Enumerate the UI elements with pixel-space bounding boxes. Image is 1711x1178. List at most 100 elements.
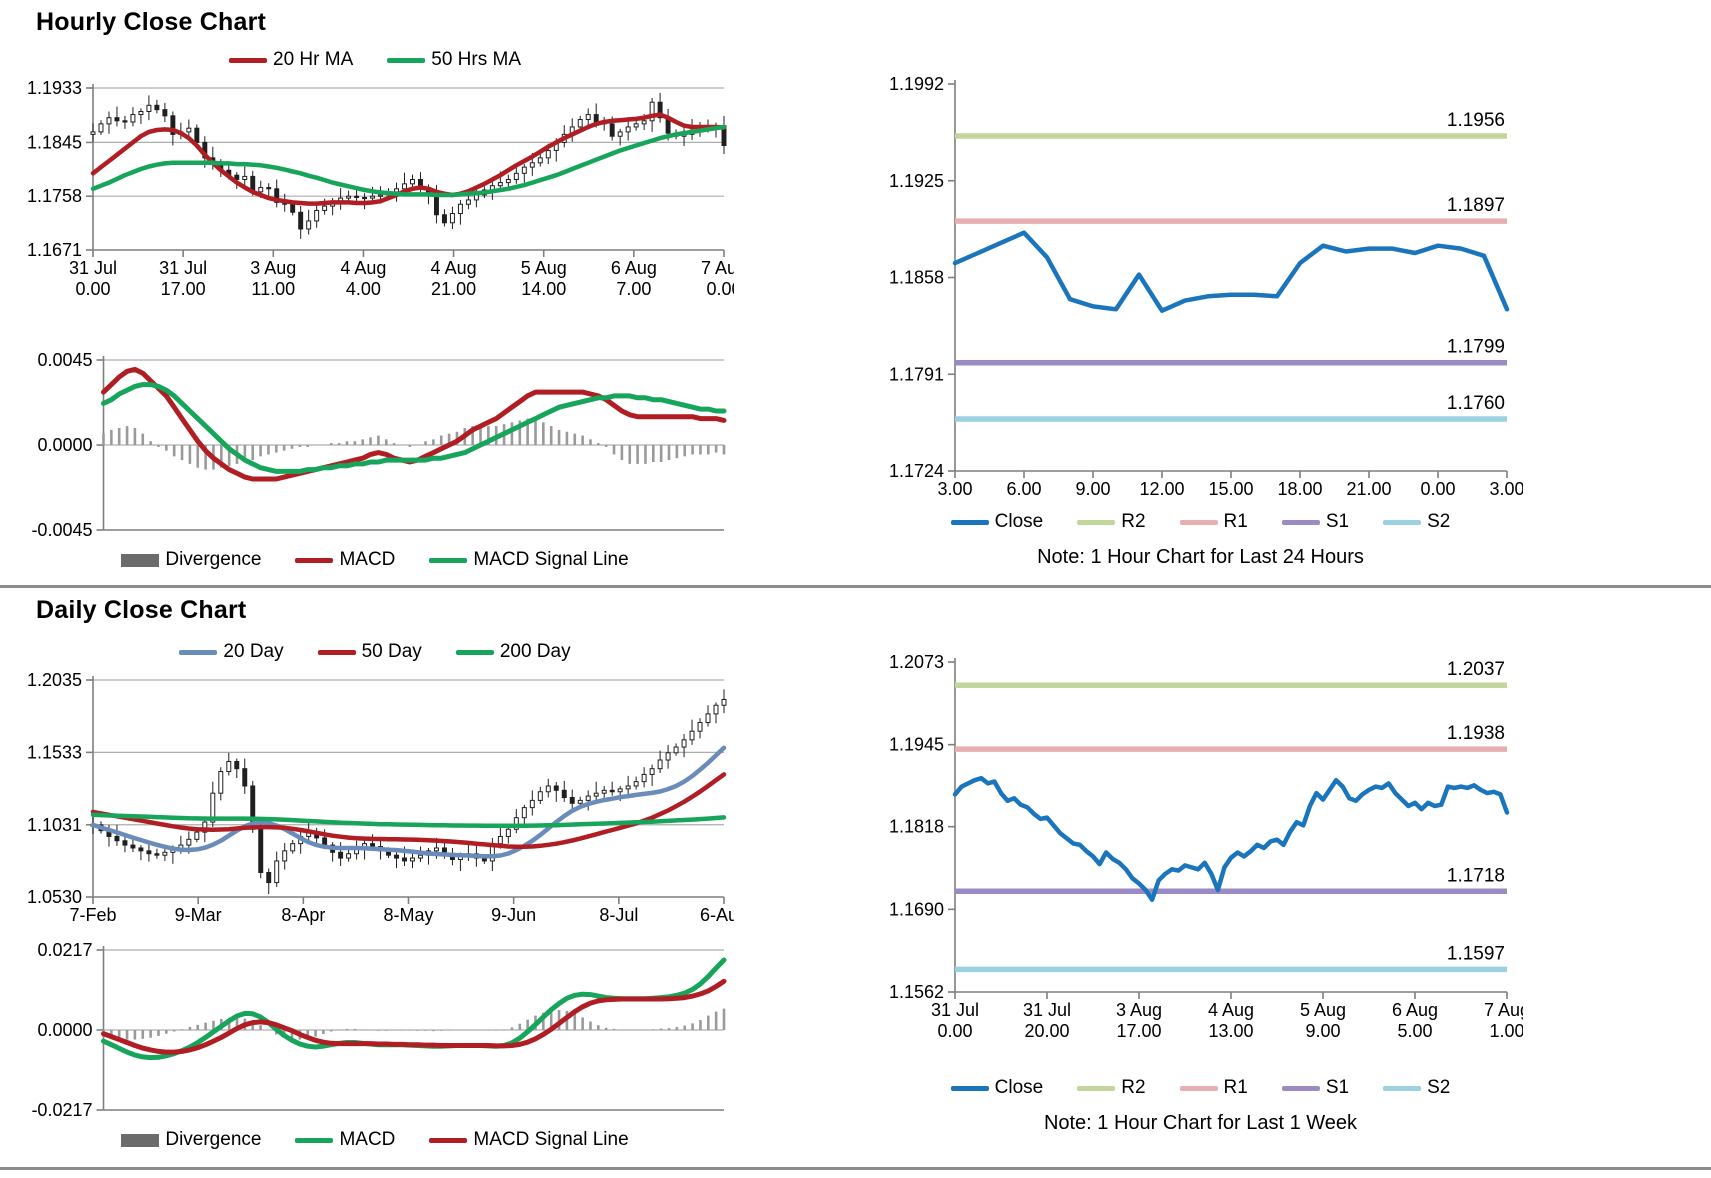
svg-text:31 Jul: 31 Jul (1023, 1000, 1071, 1020)
legend-item-s1: S1 (1281, 511, 1349, 533)
legend-label: MACD Signal Line (473, 1129, 629, 1150)
legend-swatch (295, 557, 334, 563)
legend-label: MACD (339, 1129, 396, 1150)
svg-text:31 Jul: 31 Jul (931, 1000, 979, 1020)
svg-text:9-Mar: 9-Mar (175, 905, 222, 925)
legend-item-s2: S2 (1383, 511, 1450, 533)
legend-label: MACD (339, 549, 396, 570)
hourly_macd-MACD Signal Line (101, 382, 727, 474)
svg-text:1.1758: 1.1758 (27, 186, 82, 206)
svg-text:4.00: 4.00 (346, 279, 381, 299)
legend-swatch (455, 649, 494, 655)
svg-text:3 Aug: 3 Aug (1116, 1000, 1162, 1020)
legend-item-close: Close (950, 511, 1044, 533)
legend-swatch (121, 553, 160, 567)
svg-text:1.1938: 1.1938 (1447, 723, 1505, 744)
svg-text:8-Apr: 8-Apr (281, 905, 325, 925)
svg-text:6-Aug: 6-Aug (700, 905, 734, 925)
hourly_pivot-close-line (952, 230, 1510, 313)
legend-label: R2 (1121, 511, 1146, 532)
legend-label: Close (994, 1077, 1044, 1098)
hourly-chart-title: Hourly Close Chart (36, 8, 267, 36)
legend-label: R1 (1223, 1077, 1248, 1098)
legend-label: 200 Day (499, 641, 571, 662)
svg-text:4 Aug: 4 Aug (431, 258, 477, 278)
svg-text:5 Aug: 5 Aug (1300, 1000, 1346, 1020)
svg-text:0.00: 0.00 (75, 279, 110, 299)
svg-text:11.00: 11.00 (251, 279, 295, 299)
svg-text:0.00: 0.00 (706, 279, 734, 299)
svg-text:7-Feb: 7-Feb (69, 905, 116, 925)
svg-text:17.00: 17.00 (1116, 1021, 1161, 1041)
daily_price-200 Day (90, 812, 727, 829)
legend-swatch (1281, 1085, 1320, 1091)
legend-swatch (179, 649, 218, 655)
hourly-macd-legend: Divergence MACD MACD Signal Line (16, 544, 734, 576)
legend-swatch (295, 1137, 334, 1143)
svg-text:1.0530: 1.0530 (27, 887, 82, 907)
svg-text:1.1818: 1.1818 (889, 817, 944, 837)
svg-text:1.1724: 1.1724 (889, 461, 944, 481)
svg-text:31 Jul: 31 Jul (159, 258, 207, 278)
daily_pivot-close-line (952, 775, 1510, 902)
hourly-pivot-legend: Close R2 R1 S1 S2 (878, 506, 1523, 538)
svg-text:14.00: 14.00 (521, 279, 566, 299)
daily_price-50 Day (90, 772, 727, 850)
svg-text:-0.0217: -0.0217 (31, 1100, 92, 1120)
legend-swatch (1179, 1085, 1218, 1091)
svg-text:3.00: 3.00 (1489, 479, 1523, 499)
svg-text:8-May: 8-May (383, 905, 433, 925)
legend-item-close: Close (950, 1077, 1044, 1099)
legend-swatch (950, 519, 989, 525)
legend-swatch (1281, 519, 1320, 525)
daily-price-chart: 20 Day 50 Day 200 Day 1.2035 1.1533 1.1031 1.… (16, 636, 734, 938)
legend-swatch (387, 57, 426, 63)
legend-label: Divergence (165, 1129, 262, 1150)
legend-item-macd-signal-line: MACD Signal Line (429, 549, 629, 571)
svg-text:1.2037: 1.2037 (1447, 659, 1505, 680)
svg-text:1.2035: 1.2035 (27, 670, 82, 690)
svg-text:1.1925: 1.1925 (889, 171, 944, 191)
daily-macd-legend: Divergence MACD MACD Signal Line (16, 1124, 734, 1156)
legend-item-200-day: 200 Day (455, 641, 571, 663)
legend-item-50-day: 50 Day (317, 641, 422, 663)
daily-macd-chart: 0.0217 0.0000 -0.0217 Divergence MACD MACD S… (16, 938, 734, 1164)
svg-text:20.00: 20.00 (1024, 1021, 1069, 1041)
hourly_price-20 Hr MA (90, 112, 727, 206)
hourly-pivot-note: Note: 1 Hour Chart for Last 24 Hours (1037, 546, 1364, 568)
svg-text:5.00: 5.00 (1397, 1021, 1432, 1041)
legend-label: S2 (1427, 1077, 1451, 1098)
svg-text:1.1562: 1.1562 (889, 982, 944, 1002)
legend-swatch (1179, 519, 1218, 525)
section-divider (0, 1167, 1711, 1170)
hourly_macd-divergence-bars (102, 418, 726, 470)
svg-text:18.00: 18.00 (1277, 479, 1322, 499)
legend-item-20-hr-ma: 20 Hr MA (229, 49, 353, 71)
svg-text:0.0000: 0.0000 (37, 1020, 92, 1040)
svg-text:1.1858: 1.1858 (889, 268, 944, 288)
daily_price-20 Day (90, 745, 727, 859)
legend-swatch (950, 1085, 989, 1091)
svg-text:6 Aug: 6 Aug (611, 258, 657, 278)
svg-text:6 Aug: 6 Aug (1392, 1000, 1438, 1020)
legend-swatch (229, 57, 267, 63)
svg-text:8-Jul: 8-Jul (599, 905, 638, 925)
svg-text:1.1897: 1.1897 (1447, 195, 1505, 216)
svg-text:7.00: 7.00 (616, 279, 651, 299)
svg-text:-0.0045: -0.0045 (31, 520, 92, 540)
svg-text:0.0000: 0.0000 (37, 435, 92, 455)
legend-swatch (1383, 519, 1422, 525)
svg-text:1.1760: 1.1760 (1447, 393, 1505, 414)
svg-text:9.00: 9.00 (1075, 479, 1110, 499)
legend-label: 20 Hr MA (273, 49, 354, 70)
legend-label: R2 (1121, 1077, 1146, 1098)
svg-text:1.1597: 1.1597 (1447, 943, 1505, 964)
svg-text:1.1690: 1.1690 (889, 899, 944, 919)
legend-label: Close (994, 511, 1044, 532)
svg-text:0.00: 0.00 (1420, 479, 1455, 499)
svg-text:17.00: 17.00 (161, 279, 206, 299)
